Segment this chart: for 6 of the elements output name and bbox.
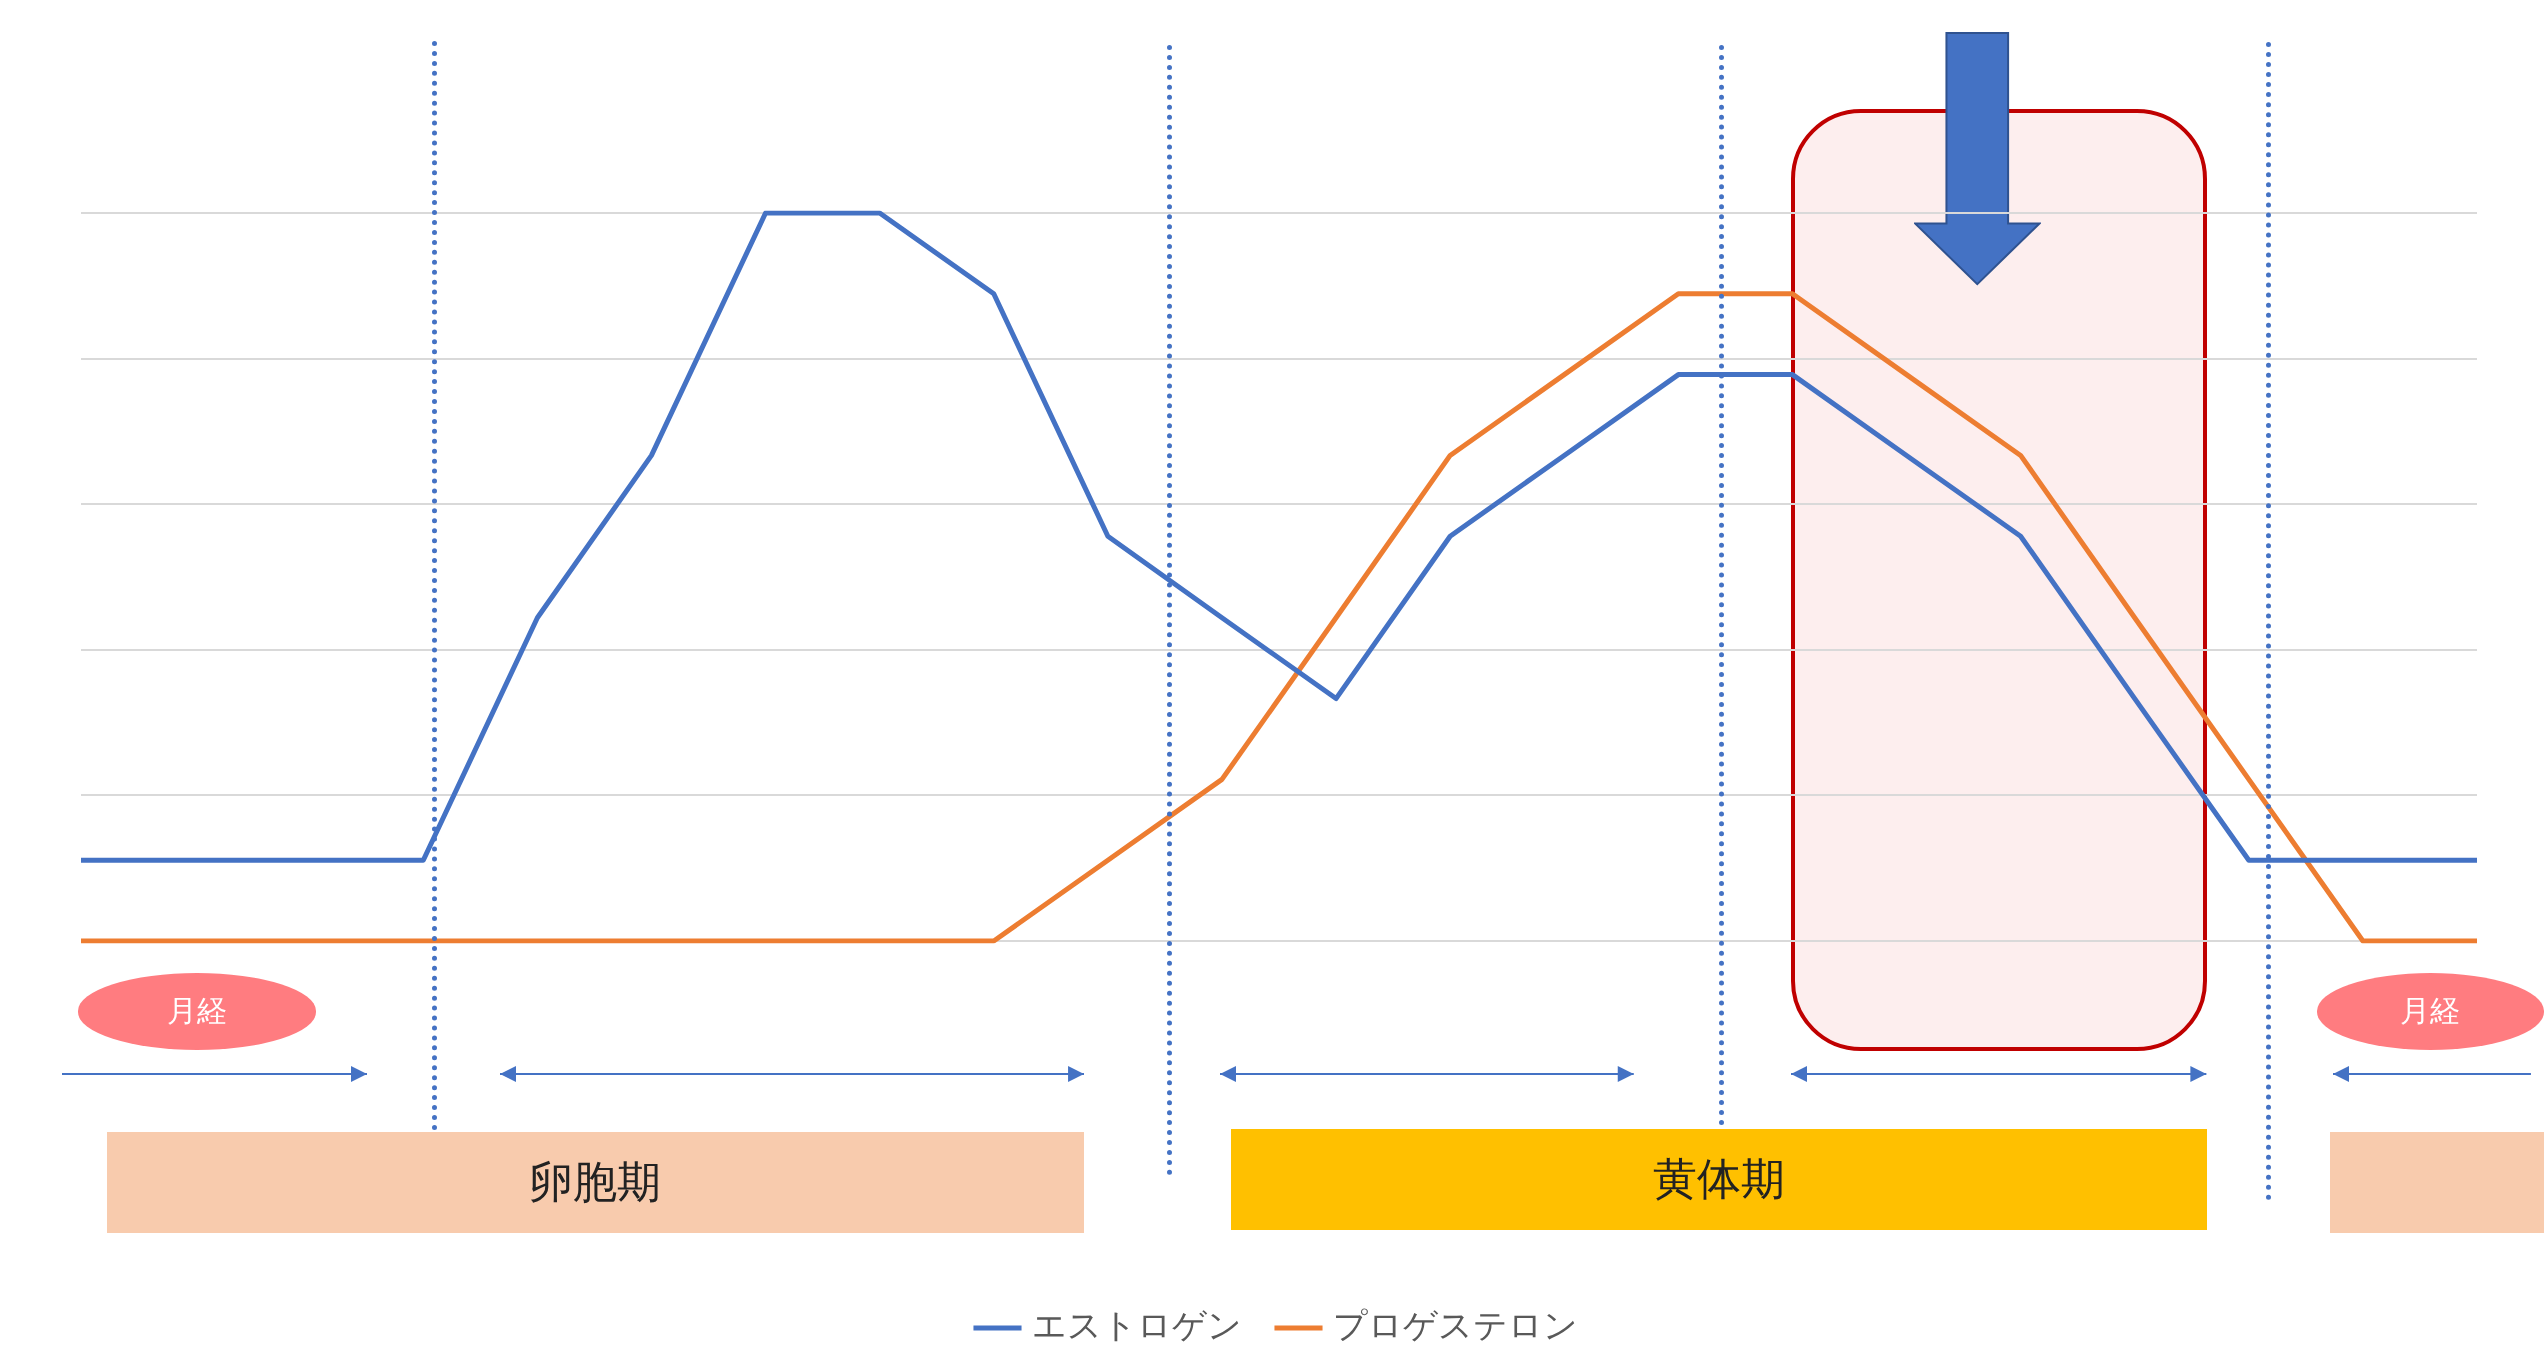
legend-label: プロゲステロン <box>1332 1304 1578 1345</box>
oval-badge: 月経 <box>2316 973 2544 1050</box>
oval-badge: 月経 <box>77 973 317 1050</box>
phase-box: 黄体期 <box>1231 1129 2207 1230</box>
legend-label: エストロゲン <box>1031 1304 1242 1345</box>
phase-box: 卵胞期 <box>107 1132 1084 1234</box>
